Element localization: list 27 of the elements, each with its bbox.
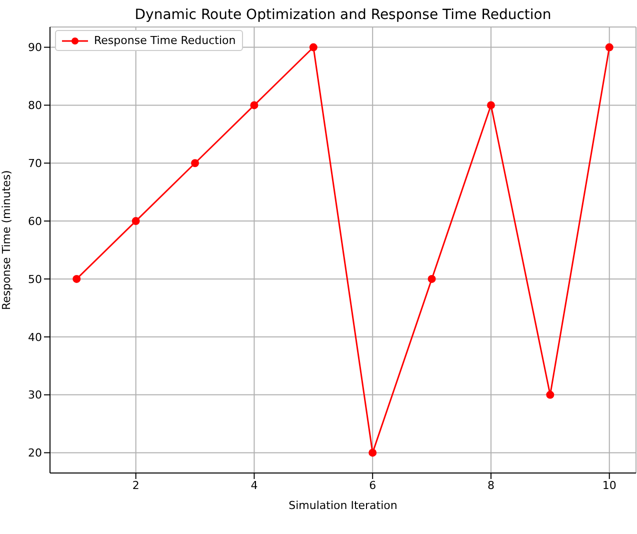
point <box>309 43 318 52</box>
point <box>486 101 495 110</box>
point <box>250 101 258 110</box>
y-tick-label: 70 <box>28 157 42 170</box>
point <box>132 217 140 226</box>
point <box>605 43 614 52</box>
y-axis-title: Response Time (minutes) <box>0 170 13 310</box>
y-tick-label: 90 <box>28 41 42 54</box>
x-tick-label: 10 <box>602 478 616 492</box>
point <box>428 274 436 283</box>
x-tick-label: 6 <box>369 478 376 492</box>
x-tick-label: 8 <box>487 478 494 492</box>
x-tick-label: 4 <box>250 478 258 492</box>
legend-label: Response Time Reduction <box>94 34 236 47</box>
y-tick-label: 40 <box>28 330 42 344</box>
y-tick-label: 30 <box>28 388 42 402</box>
point <box>72 274 81 283</box>
point <box>191 159 200 168</box>
point <box>368 448 377 457</box>
x-axis-title: Simulation Iteration <box>288 499 398 512</box>
x-tick-label: 2 <box>132 478 140 492</box>
y-tick-label: 60 <box>28 214 42 228</box>
chart-title: Dynamic Route Optimization and Response Time Reduction <box>134 7 552 23</box>
y-tick-label: 50 <box>28 272 42 286</box>
point <box>546 390 554 399</box>
y-tick-label: 20 <box>28 446 42 460</box>
y-tick-label: 80 <box>28 99 42 112</box>
